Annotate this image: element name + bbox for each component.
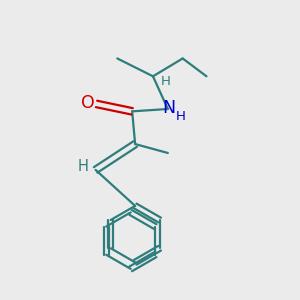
Text: N: N [163, 99, 176, 117]
Text: H: H [78, 159, 88, 174]
Text: H: H [176, 110, 185, 123]
Text: O: O [81, 94, 94, 112]
Text: H: H [160, 75, 170, 88]
